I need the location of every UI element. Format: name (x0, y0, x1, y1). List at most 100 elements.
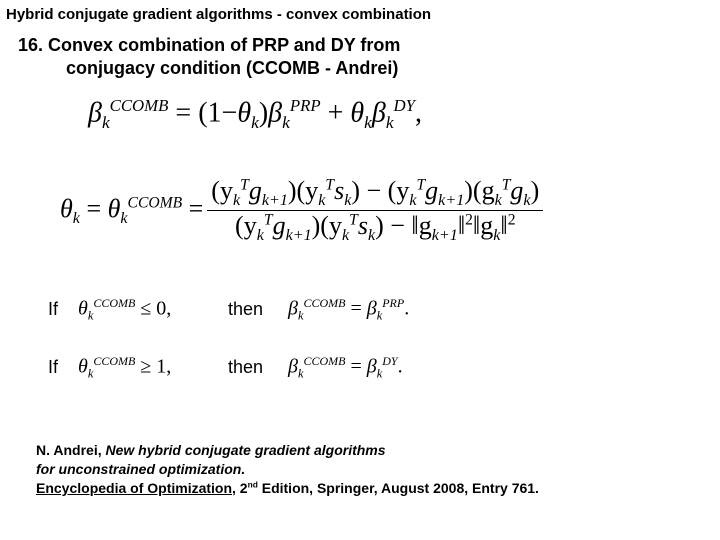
ref-nd: nd (248, 479, 258, 489)
d-n1p: 2 (465, 212, 473, 229)
d-n2b: ‖ (500, 211, 507, 240)
n-p3s: k (318, 192, 325, 209)
c1-sub: k (88, 309, 94, 323)
n-p5: ) − (y (351, 176, 409, 205)
c1-r2sub: k (377, 309, 383, 323)
n-p2: g (249, 176, 262, 205)
ref-rest1: , 2 (232, 480, 248, 496)
slide: Hybrid conjugate gradient algorithms - c… (0, 0, 720, 540)
c2-rsup: CCOMB (303, 354, 345, 368)
eq1-t1a: (1− (198, 97, 237, 128)
ref-journal: Encyclopedia of Optimization (36, 480, 232, 496)
d-n1a: ‖g (411, 211, 431, 240)
c2-sym: θ (78, 356, 88, 378)
eq1-comma: , (415, 97, 422, 128)
ref-title-text: New hybrid conjugate gradient algorithms (106, 442, 386, 458)
reference-citation: N. Andrei, New hybrid conjugate gradient… (36, 441, 539, 498)
n-p1t: T (240, 176, 249, 193)
condition-1: If θkCCOMB ≤ 0, then βkCCOMB = βkPRP. (48, 296, 409, 324)
n-p1s: k (233, 192, 240, 209)
d-n2p: 2 (508, 212, 516, 229)
c2-dot: . (398, 356, 403, 378)
ref-line2: for unconstrained optimization. (36, 461, 245, 477)
d-n2a: ‖g (473, 211, 493, 240)
eq1-equals: = (175, 97, 198, 128)
eq2-theta2-sub: k (120, 210, 127, 227)
c1-rsub: k (298, 309, 304, 323)
title-number: 16. (18, 35, 43, 55)
n-p8: g (510, 176, 523, 205)
eq1-t2-theta: θ (350, 97, 364, 128)
eq2-eq1: = (86, 194, 107, 223)
eq1-b1-sup: PRP (290, 96, 321, 115)
n-p1: (y (211, 176, 233, 205)
eq1-b2-sub: k (386, 113, 394, 132)
eq2-theta2-sup: CCOMB (128, 194, 183, 211)
c2-rsym: β (288, 356, 298, 378)
eq2-numerator: (ykTgk+1)(ykTsk) − (ykTgk+1)(gkTgk) (207, 176, 543, 211)
c1-req: = (345, 298, 366, 320)
d-p1: (y (235, 211, 257, 240)
title-line2: conjugacy condition (CCOMB - Andrei) (66, 57, 702, 80)
eq1-t1-theta: θ (237, 97, 251, 128)
d-p5: ) − (375, 211, 411, 240)
d-p1t: T (264, 212, 273, 229)
eq1-lhs-sym: β (88, 97, 102, 128)
d-p1s: k (257, 227, 264, 244)
c1-r2sym: β (367, 298, 377, 320)
c1-rsym: β (288, 298, 298, 320)
cond1-then: then (228, 299, 288, 320)
d-p2s: k+1 (286, 227, 312, 244)
c1-rsup: CCOMB (303, 296, 345, 310)
ref-rest2: Edition, Springer, August 2008, Entry 76… (258, 480, 539, 496)
slide-header: Hybrid conjugate gradient algorithms - c… (6, 6, 431, 23)
n-p4: s (334, 176, 344, 205)
c1-r2sup: PRP (382, 296, 404, 310)
c1-dot: . (404, 298, 409, 320)
d-p2: g (273, 211, 286, 240)
n-p7: )(g (464, 176, 494, 205)
c2-r2sup: DY (382, 354, 397, 368)
eq1-b2-sym: β (372, 97, 386, 128)
n-p8s: k (523, 192, 530, 209)
d-p4: s (358, 211, 368, 240)
c2-sup: CCOMB (93, 354, 135, 368)
cond1-result: βkCCOMB = βkPRP. (288, 296, 409, 324)
d-p3t: T (349, 212, 358, 229)
n-p7s: k (495, 192, 502, 209)
c2-rsub: k (298, 367, 304, 381)
title-line1: Convex combination of PRP and DY from (48, 35, 400, 55)
n-p5t: T (416, 176, 425, 193)
eq1-b2-sup: DY (394, 96, 415, 115)
n-p6: g (425, 176, 438, 205)
n-p5s: k (409, 192, 416, 209)
eq1-lhs-sup: CCOMB (110, 96, 169, 115)
eq1-t1b: ) (259, 97, 268, 128)
cond1-if: If (48, 299, 78, 320)
eq2-theta2: θ (108, 194, 121, 223)
cond2-expr: θkCCOMB ≥ 1, (78, 354, 228, 382)
n-p6s: k+1 (438, 192, 464, 209)
c1-rel: ≤ 0, (135, 298, 171, 320)
eq2-eq2: = (189, 194, 204, 223)
n-p2s: k+1 (262, 192, 288, 209)
eq1-t2-sub: k (364, 113, 372, 132)
equation-beta-ccomb: βkCCOMB = (1−θk)βkPRP + θkβkDY, (88, 96, 422, 133)
eq1-b1-sym: β (268, 97, 282, 128)
c2-r2sym: β (367, 356, 377, 378)
eq2-theta-sub: k (73, 210, 80, 227)
d-p3s: k (342, 227, 349, 244)
c1-sup: CCOMB (93, 296, 135, 310)
c2-req: = (345, 356, 366, 378)
equation-theta-ccomb: θk = θkCCOMB = (ykTgk+1)(ykTsk) − (ykTgk… (60, 176, 547, 245)
n-p9: ) (531, 176, 540, 205)
eq2-theta: θ (60, 194, 73, 223)
eq1-t1-sub: k (251, 113, 259, 132)
eq2-denominator: (ykTgk+1)(ykTsk) − ‖gk+1‖2‖gk‖2 (231, 211, 519, 245)
c2-sub: k (88, 367, 94, 381)
n-p3t: T (325, 176, 334, 193)
eq1-lhs-sub: k (102, 113, 110, 132)
d-p3: )(y (312, 211, 342, 240)
eq1-b1-sub: k (282, 113, 290, 132)
slide-title: 16. Convex combination of PRP and DY fro… (18, 34, 702, 79)
